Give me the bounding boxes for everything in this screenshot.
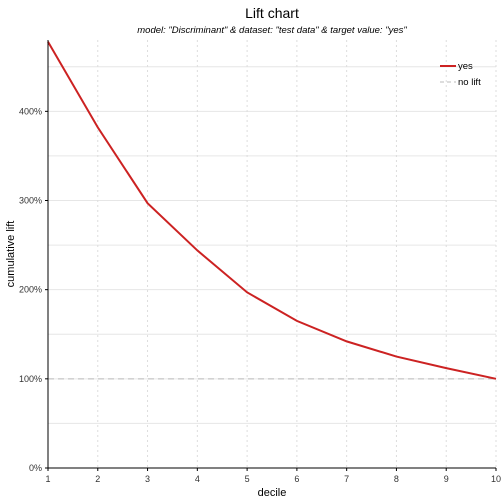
x-tick-label: 2 bbox=[95, 474, 100, 484]
series-lines bbox=[47, 41, 497, 380]
y-tick-label: 200% bbox=[19, 285, 42, 295]
x-tick-label: 9 bbox=[444, 474, 449, 484]
x-tick-label: 10 bbox=[491, 474, 501, 484]
legend: yes no lift bbox=[440, 61, 481, 88]
legend-label: no lift bbox=[458, 77, 481, 88]
y-tick-label: 300% bbox=[19, 196, 42, 206]
x-tick-label: 8 bbox=[394, 474, 399, 484]
y-axis-label: cumulative lift bbox=[5, 221, 17, 288]
chart-subtitle: model: "Discriminant" & dataset: "test d… bbox=[137, 25, 407, 36]
x-tick-label: 5 bbox=[245, 474, 250, 484]
x-tick-label: 1 bbox=[45, 474, 50, 484]
y-tick-label: 0% bbox=[29, 463, 42, 473]
y-tick-label: 100% bbox=[19, 374, 42, 384]
axes bbox=[47, 40, 496, 469]
series-line-yes bbox=[47, 41, 497, 380]
x-tick-label: 3 bbox=[145, 474, 150, 484]
y-tick-label: 400% bbox=[19, 106, 42, 116]
chart-title: Lift chart bbox=[245, 5, 299, 21]
grid bbox=[47, 40, 497, 468]
x-tick-label: 4 bbox=[195, 474, 200, 484]
legend-label: yes bbox=[458, 61, 473, 72]
x-axis-label: decile bbox=[258, 487, 287, 499]
x-tick-label: 7 bbox=[344, 474, 349, 484]
x-tick-label: 6 bbox=[294, 474, 299, 484]
tick-labels: 0% 100% 200% 300% 400% 1 2 3 4 5 6 7 8 9 10 bbox=[19, 106, 501, 484]
